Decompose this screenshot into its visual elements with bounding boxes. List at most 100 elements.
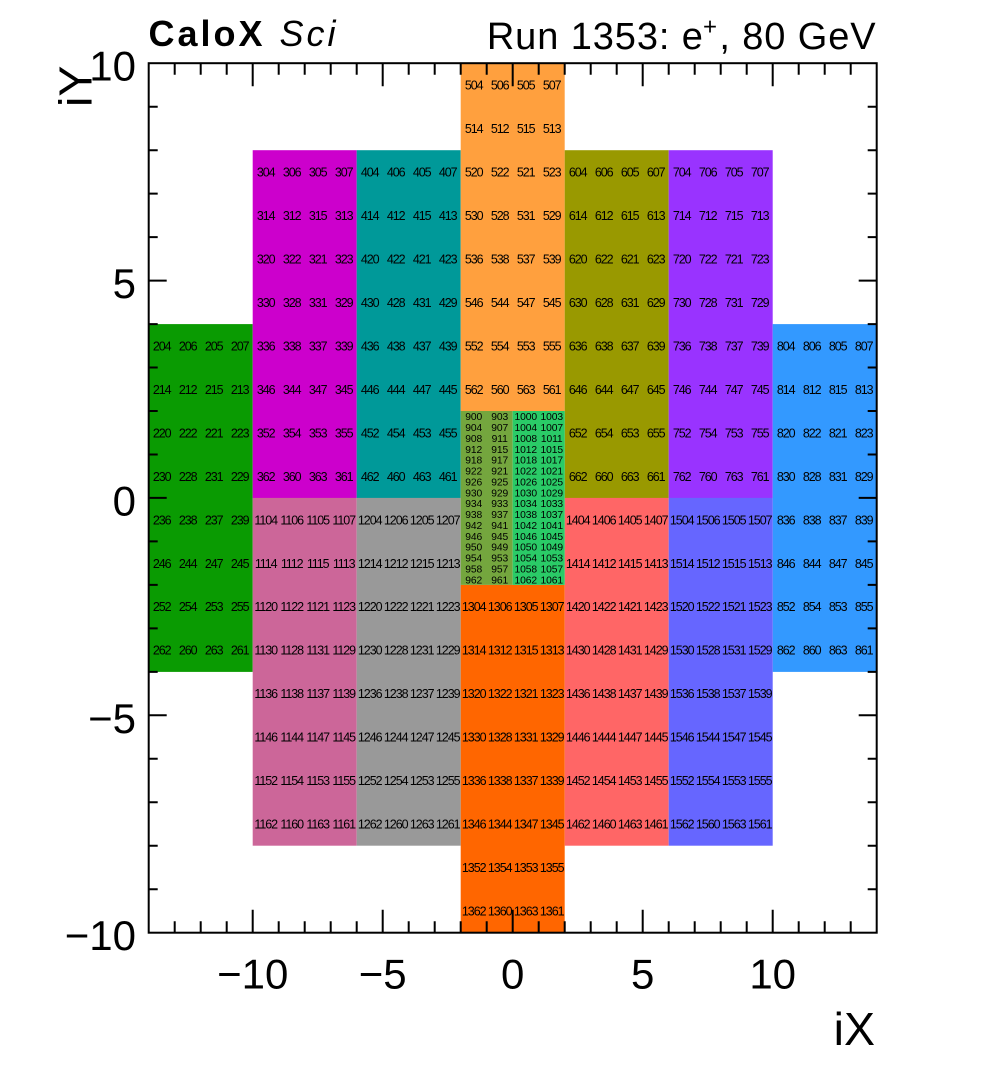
svg-text:1247: 1247 xyxy=(410,731,435,745)
svg-text:1455: 1455 xyxy=(644,774,669,788)
svg-text:1221: 1221 xyxy=(410,600,435,614)
svg-text:354: 354 xyxy=(283,426,302,440)
svg-text:447: 447 xyxy=(413,383,432,397)
svg-text:815: 815 xyxy=(829,383,848,397)
svg-text:1506: 1506 xyxy=(696,513,721,527)
svg-text:353: 353 xyxy=(309,426,328,440)
svg-text:1104: 1104 xyxy=(254,513,278,527)
svg-text:1058: 1058 xyxy=(514,564,537,575)
svg-text:1538: 1538 xyxy=(696,687,721,701)
svg-text:1018: 1018 xyxy=(514,456,537,467)
svg-text:223: 223 xyxy=(231,426,250,440)
svg-text:653: 653 xyxy=(621,426,640,440)
svg-text:1445: 1445 xyxy=(644,731,669,745)
svg-text:918: 918 xyxy=(465,456,482,467)
svg-text:830: 830 xyxy=(777,470,796,484)
svg-text:246: 246 xyxy=(153,557,172,571)
svg-text:1462: 1462 xyxy=(566,818,591,832)
svg-text:812: 812 xyxy=(803,383,822,397)
svg-text:660: 660 xyxy=(595,470,614,484)
svg-text:1245: 1245 xyxy=(436,731,461,745)
svg-text:1033: 1033 xyxy=(540,499,563,510)
svg-text:805: 805 xyxy=(829,339,848,353)
svg-text:1523: 1523 xyxy=(748,600,773,614)
svg-text:1355: 1355 xyxy=(540,861,565,875)
svg-text:707: 707 xyxy=(751,166,770,180)
svg-text:630: 630 xyxy=(569,296,588,310)
svg-text:1554: 1554 xyxy=(696,774,721,788)
svg-text:5: 5 xyxy=(113,260,136,307)
svg-text:915: 915 xyxy=(491,445,508,456)
svg-text:736: 736 xyxy=(673,339,692,353)
svg-text:504: 504 xyxy=(465,79,484,93)
svg-text:415: 415 xyxy=(413,209,432,223)
svg-text:662: 662 xyxy=(569,470,588,484)
svg-text:1428: 1428 xyxy=(592,644,617,658)
svg-text:339: 339 xyxy=(335,339,354,353)
svg-text:1346: 1346 xyxy=(462,818,487,832)
svg-text:839: 839 xyxy=(855,513,874,527)
svg-text:1136: 1136 xyxy=(254,687,278,701)
svg-text:1307: 1307 xyxy=(540,600,565,614)
svg-text:1112: 1112 xyxy=(281,557,304,571)
svg-text:1144: 1144 xyxy=(280,731,304,745)
svg-text:463: 463 xyxy=(413,470,432,484)
svg-text:205: 205 xyxy=(205,339,224,353)
svg-text:236: 236 xyxy=(153,513,172,527)
svg-text:Sci: Sci xyxy=(280,13,339,54)
svg-text:1563: 1563 xyxy=(722,818,747,832)
svg-text:1152: 1152 xyxy=(254,774,278,788)
svg-text:306: 306 xyxy=(283,166,302,180)
svg-text:922: 922 xyxy=(465,467,482,478)
svg-text:912: 912 xyxy=(465,445,482,456)
svg-text:539: 539 xyxy=(543,252,562,266)
svg-text:452: 452 xyxy=(361,426,380,440)
svg-text:1041: 1041 xyxy=(540,521,563,532)
svg-text:1305: 1305 xyxy=(514,600,539,614)
svg-text:845: 845 xyxy=(855,557,874,571)
svg-text:855: 855 xyxy=(855,600,874,614)
svg-text:828: 828 xyxy=(803,470,822,484)
svg-text:1231: 1231 xyxy=(410,644,435,658)
svg-text:1547: 1547 xyxy=(722,731,747,745)
svg-text:1312: 1312 xyxy=(488,644,513,658)
svg-text:562: 562 xyxy=(465,383,484,397)
svg-text:538: 538 xyxy=(491,252,510,266)
svg-text:430: 430 xyxy=(361,296,380,310)
svg-text:1017: 1017 xyxy=(540,456,563,467)
svg-text:460: 460 xyxy=(387,470,406,484)
svg-text:238: 238 xyxy=(179,513,198,527)
svg-text:1154: 1154 xyxy=(280,774,304,788)
svg-text:730: 730 xyxy=(673,296,692,310)
svg-text:1323: 1323 xyxy=(540,687,565,701)
svg-text:1122: 1122 xyxy=(280,600,304,614)
svg-text:1062: 1062 xyxy=(514,575,537,586)
svg-text:305: 305 xyxy=(309,166,328,180)
svg-text:312: 312 xyxy=(283,209,302,223)
svg-text:329: 329 xyxy=(335,296,354,310)
svg-text:1228: 1228 xyxy=(384,644,409,658)
svg-text:555: 555 xyxy=(543,339,562,353)
svg-text:438: 438 xyxy=(387,339,406,353)
svg-text:545: 545 xyxy=(543,296,562,310)
svg-text:1313: 1313 xyxy=(540,644,565,658)
svg-text:1204: 1204 xyxy=(358,513,383,527)
svg-text:1439: 1439 xyxy=(644,687,669,701)
svg-text:255: 255 xyxy=(231,600,250,614)
svg-text:220: 220 xyxy=(153,426,172,440)
svg-text:860: 860 xyxy=(803,644,822,658)
svg-text:1161: 1161 xyxy=(332,818,356,832)
svg-text:607: 607 xyxy=(647,166,666,180)
svg-text:361: 361 xyxy=(335,470,354,484)
svg-text:615: 615 xyxy=(621,209,640,223)
svg-text:945: 945 xyxy=(491,532,508,543)
svg-text:+: + xyxy=(703,14,717,41)
svg-text:315: 315 xyxy=(309,209,328,223)
svg-text:1528: 1528 xyxy=(696,644,721,658)
svg-text:1114: 1114 xyxy=(255,557,278,571)
svg-text:1354: 1354 xyxy=(488,861,513,875)
svg-text:561: 561 xyxy=(543,383,562,397)
svg-text:514: 514 xyxy=(465,122,484,136)
svg-text:313: 313 xyxy=(335,209,354,223)
svg-text:1329: 1329 xyxy=(540,731,565,745)
